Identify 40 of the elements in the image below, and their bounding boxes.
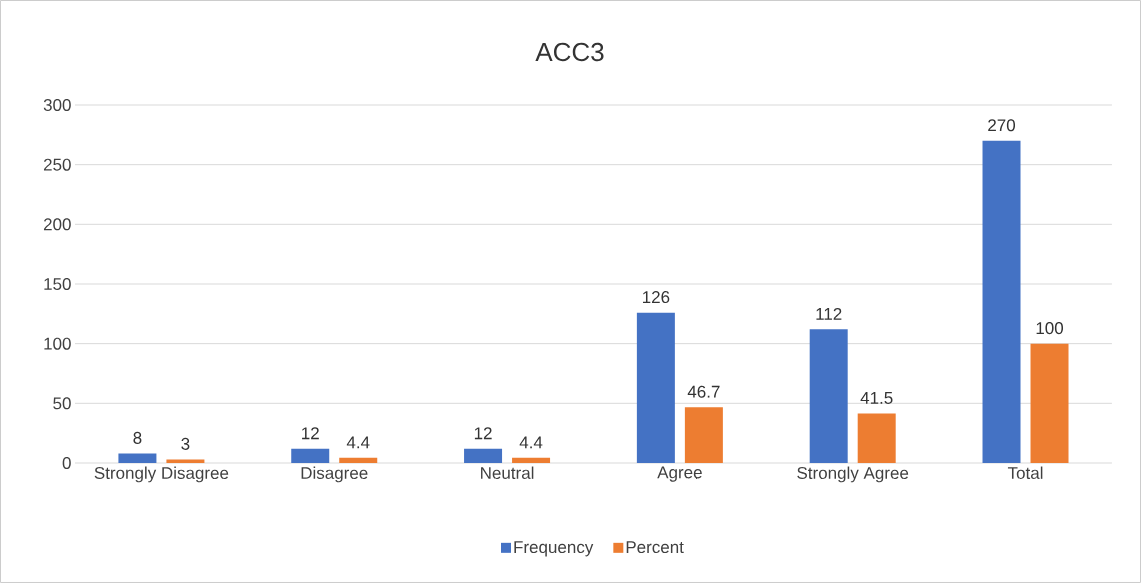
bar (339, 457, 378, 463)
bar (291, 448, 330, 463)
x-tick-label: Disagree (301, 466, 368, 483)
data-label: 270 (988, 119, 1016, 132)
bar (166, 459, 205, 463)
bar (118, 453, 157, 463)
bar (809, 329, 848, 463)
y-tick-label: 0 (62, 456, 71, 470)
x-tick-label: Strongly Agree (797, 466, 909, 483)
data-label: 8 (133, 431, 142, 444)
x-tick-label: Total (1007, 466, 1043, 480)
y-tick-label: 150 (44, 277, 71, 291)
x-tick-label: Neutral (481, 466, 534, 480)
y-tick-label: 300 (43, 98, 71, 112)
data-label: 41.5 (860, 392, 893, 404)
data-label: 12 (474, 427, 492, 440)
chart-title: ACC3 (535, 42, 604, 62)
bar (464, 448, 503, 463)
bar (636, 312, 675, 463)
data-label: 12 (302, 427, 319, 440)
data-label: 46.7 (687, 385, 720, 398)
y-tick-label: 250 (43, 158, 71, 171)
bar (982, 140, 1021, 463)
data-label: 126 (643, 291, 670, 304)
bar (684, 407, 723, 463)
legend-label: Percent (626, 541, 684, 554)
data-label: 100 (1036, 322, 1064, 335)
y-tick-label: 200 (43, 218, 71, 231)
x-tick-label: Agree (657, 466, 702, 482)
bar (857, 413, 896, 463)
data-label: 3 (181, 437, 190, 450)
bar (512, 457, 551, 463)
data-label: 4.4 (346, 436, 370, 449)
bar (1030, 343, 1069, 463)
x-tick-label: Strongly Disagree (94, 466, 229, 483)
data-label: 112 (816, 307, 842, 320)
y-tick-label: 50 (53, 397, 71, 410)
y-tick-label: 100 (44, 337, 71, 350)
data-label: 4.4 (519, 436, 543, 449)
legend-label: Frequency (514, 541, 594, 557)
